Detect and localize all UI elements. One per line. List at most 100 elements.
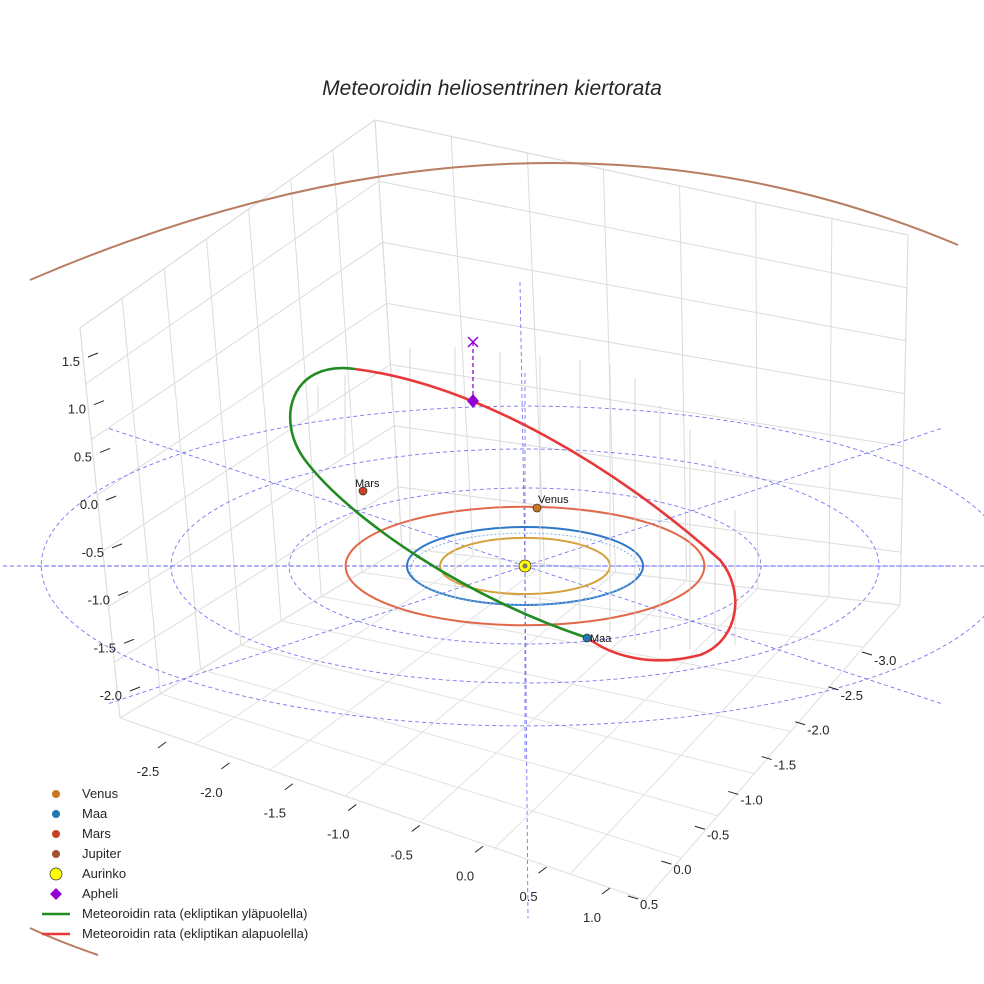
guide-radial [107,565,526,705]
legend-label: Meteoroidin rata (ekliptikan alapuolella… [82,926,308,941]
x-tick-label: -2.0 [200,785,222,800]
gridline-left-v [332,149,363,573]
x-tick-label: -1.0 [327,827,349,842]
y-tick-label: -2.5 [841,688,863,703]
gridline-right-v [755,202,759,589]
z-tick [123,638,135,644]
legend-label: Apheli [82,886,118,901]
pane-bg [80,120,975,900]
earth-marker [582,633,592,643]
y-tick [761,756,772,761]
z-tick-label: 1.5 [62,354,80,369]
orbit-stems [317,347,736,650]
y-tick [627,895,639,900]
gridline-floor-b [494,588,759,849]
y-tick-label: -1.5 [774,758,796,773]
legend-label: Meteoroidin rata (ekliptikan yläpuolella… [82,906,307,921]
z-tick-label: -2.0 [100,688,122,703]
z-tick [117,591,129,597]
z-tick [99,447,111,453]
y-tick [828,686,839,691]
legend-marker [52,850,60,858]
gridline-right-v [602,169,616,573]
legend-marker [52,790,60,798]
gridline-left-h [114,486,399,663]
gridline-floor-b [644,604,901,901]
orbit-maa-trace [410,532,640,606]
mars-marker [358,486,368,496]
gridline-floor-a [321,596,828,690]
legend-label: Jupiter [82,846,122,861]
orbit-mars [344,505,706,627]
orbit-above-ecliptic [289,366,589,640]
gridline-left-v [374,119,403,549]
legend-entry: Mars [52,826,111,841]
y-tick-label: -2.0 [807,723,829,738]
x-tick [284,783,294,791]
z-tick-label: 0.5 [74,449,92,464]
gridline-floor-a [240,644,755,775]
legend-marker [50,888,62,900]
gridline-left-h [108,425,395,607]
meteoroid-orbit [289,366,737,662]
x-tick-label: -1.5 [264,806,286,821]
z-tick-label: -1.5 [94,640,116,655]
gridline-floor-a [281,620,791,732]
gridline-left-v [290,179,322,597]
aphelion-projection-marker [467,336,479,348]
y-tick [861,651,873,656]
gridline-left-v [121,298,161,694]
gridline-floor-a [200,668,718,817]
gridline-right-h [382,241,906,342]
y-tick [661,860,672,865]
chart-title: Meteoroidin heliosentrinen kiertorata [322,77,662,100]
legend-label: Mars [82,826,111,841]
x-tick [601,887,611,895]
gridline-left-v [163,268,202,670]
gridline-floor-a [361,571,864,648]
gridline-floor-b [344,572,616,797]
orbit-maa [406,526,644,606]
z-tick-label: 1.0 [68,402,86,417]
gridline-left-h [96,303,387,496]
orbit-jupiter [29,162,959,281]
y-tick-label: 0.5 [640,897,658,912]
ecliptic-guides [0,281,984,919]
legend-label: Aurinko [82,866,126,881]
guide-radial [524,427,943,567]
gridline-floor-a [160,693,682,859]
legend-entry: Maa [52,806,108,821]
x-tick [411,825,421,832]
gridline-floor-a [119,717,646,901]
gridline-right-v [450,136,474,557]
axis-ticks: 1.5 1.0 0.5 0.0 -0.5 -1.0 -1.5 -2.0 -2.5 -2.0 -1.5… [62,352,896,925]
x-tick-label: -2.5 [137,764,159,779]
gridline-left-v [79,327,121,719]
gridline-right-h [394,425,903,500]
z-tick [105,495,117,501]
y-tick [694,825,706,830]
sun-center [522,563,528,569]
y-tick-label: -0.5 [707,827,729,842]
guide-radial [524,565,943,705]
gridline-right-v [679,185,688,581]
legend-entry: Aurinko [49,866,126,881]
legend: Venus Maa Mars Jupiter Aurinko Apheli Meteoroi… [42,786,308,941]
markers: Venus Mars Maa [355,336,612,645]
guide-circle [40,405,984,727]
x-tick-label: -0.5 [391,847,413,862]
gridline-right-h [386,302,905,395]
gridline-left-v [248,209,282,621]
y-tick-label: 0.0 [673,862,691,877]
guide-radial [107,427,526,567]
x-tick [538,866,547,874]
gridline-floor-b [569,596,830,875]
legend-entry: Venus [52,786,119,801]
gridline-left-h [91,241,383,440]
gridline-right-v [828,218,833,597]
gridline-floor-b [119,547,403,719]
legend-entry: Apheli [50,886,118,901]
x-tick-label: 0.0 [456,868,474,883]
legend-marker [49,867,63,881]
